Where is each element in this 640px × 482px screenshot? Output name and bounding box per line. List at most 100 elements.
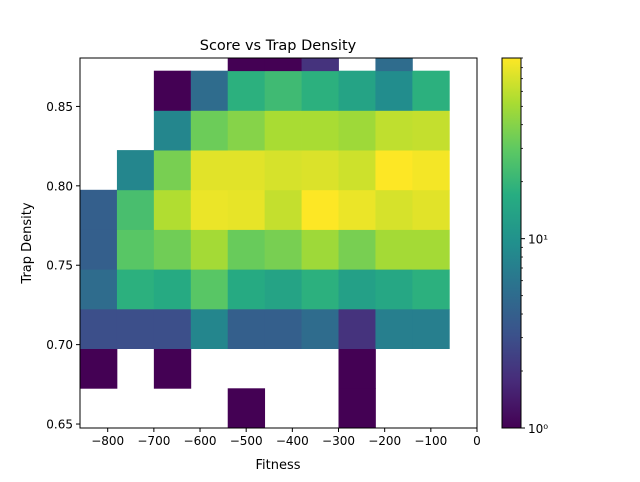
heatmap-cell: [80, 189, 118, 230]
heatmap-cell: [153, 308, 192, 349]
y-axis-label: Trap Density: [20, 202, 35, 284]
heatmap-cell: [116, 269, 155, 310]
heatmap-cell: [190, 229, 229, 270]
heatmap-cell: [116, 150, 155, 191]
heatmap-cell: [264, 150, 302, 191]
heatmap-cell: [375, 58, 413, 72]
heatmap-cell: [338, 189, 376, 230]
heatmap-cell: [116, 189, 155, 230]
heatmap-cell: [227, 388, 266, 429]
heatmap-cell: [227, 308, 266, 349]
heatmap-cell: [80, 348, 118, 389]
heatmap-cell: [338, 388, 376, 429]
heatmap-cell: [153, 110, 192, 151]
heatmap-cell: [227, 110, 266, 151]
heatmap-cell: [338, 110, 376, 151]
plot-frame: [79, 57, 478, 429]
heatmap-cell: [190, 70, 229, 111]
x-tick-label: −700: [137, 434, 170, 448]
colorbar-gradient: [501, 57, 522, 429]
heatmap-cell: [412, 269, 450, 310]
heatmap-cell: [227, 269, 266, 310]
heatmap-cell: [80, 229, 118, 270]
heatmap-cell: [264, 110, 302, 151]
heatmap-cell: [375, 70, 413, 111]
x-tick-label: 0: [473, 434, 481, 448]
heatmap-cell: [190, 110, 229, 151]
heatmap-cell: [190, 308, 229, 349]
x-tick-label: −600: [184, 434, 217, 448]
heatmap-cell: [190, 269, 229, 310]
heatmap-cell: [375, 229, 413, 270]
x-tick-label: −200: [368, 434, 401, 448]
heatmap-cell: [375, 269, 413, 310]
heatmap-cell: [190, 189, 229, 230]
heatmap-cell: [338, 308, 376, 349]
heatmap-cell: [338, 150, 376, 191]
heatmap-cell: [264, 308, 302, 349]
heatmap-cell: [153, 150, 192, 191]
colorbar: 10⁰ 10¹: [501, 57, 548, 436]
heatmap-cell: [301, 189, 339, 230]
heatmap-cell: [227, 229, 266, 270]
heatmap-cell: [375, 189, 413, 230]
heatmap-cell: [264, 189, 302, 230]
heatmap-cell: [264, 269, 302, 310]
heatmap-cell: [190, 150, 229, 191]
heatmap-cell: [153, 70, 192, 111]
y-axis: 0.65 0.70 0.75 0.80 0.85: [46, 100, 80, 432]
x-tick-label: −500: [230, 434, 263, 448]
heatmap-cell: [80, 308, 118, 349]
heatmap-cell: [301, 269, 339, 310]
heatmap-cell: [338, 269, 376, 310]
heatmap-cell: [301, 308, 339, 349]
heatmap-cell: [227, 189, 266, 230]
x-axis-label: Fitness: [255, 458, 300, 473]
heatmap-cell: [116, 229, 155, 270]
heatmap-cell: [301, 229, 339, 270]
heatmap-cell: [227, 70, 266, 111]
x-tick-label: −400: [276, 434, 309, 448]
heatmap-cell: [301, 58, 339, 72]
y-tick-label: 0.80: [46, 179, 73, 193]
heatmap-cell: [80, 269, 118, 310]
colorbar-tick-label: 10⁰: [528, 422, 548, 436]
y-tick-label: 0.85: [46, 100, 73, 114]
heatmap-cell: [264, 58, 302, 72]
heatmap-cell: [412, 229, 450, 270]
heatmap-cell: [153, 269, 192, 310]
x-tick-label: −800: [91, 434, 124, 448]
chart-title: Score vs Trap Density: [200, 38, 357, 54]
x-axis: −800 −700 −600 −500 −400 −300 −200 −100 0: [91, 428, 481, 448]
y-tick-label: 0.65: [46, 418, 73, 432]
heatmap-cell: [227, 150, 266, 191]
y-tick-label: 0.75: [46, 259, 73, 273]
heatmap-cell: [153, 348, 192, 389]
heatmap-cell: [412, 150, 450, 191]
heatmap-cell: [153, 189, 192, 230]
heatmap-cell: [264, 70, 302, 111]
heatmap-cell: [301, 150, 339, 191]
heatmap-cell: [153, 229, 192, 270]
heatmap-cell: [412, 308, 450, 349]
heatmap-cell: [412, 110, 450, 151]
heatmap-cell: [301, 110, 339, 151]
heatmap-cell: [338, 348, 376, 389]
heatmap-cell: [227, 58, 266, 72]
y-tick-label: 0.70: [46, 338, 73, 352]
heatmap-cell: [116, 308, 155, 349]
heatmap-cell: [412, 189, 450, 230]
heatmap-cell: [375, 150, 413, 191]
colorbar-tick-label: 10¹: [528, 233, 548, 247]
heatmap-cell: [338, 70, 376, 111]
heatmap-cell: [338, 229, 376, 270]
heatmap-cell: [412, 70, 450, 111]
heatmap-cell: [301, 70, 339, 111]
x-tick-label: −100: [414, 434, 447, 448]
x-tick-label: −300: [322, 434, 355, 448]
heatmap-cell: [264, 229, 302, 270]
heatmap-cell: [375, 308, 413, 349]
heatmap-cell: [375, 110, 413, 151]
heatmap-cells: [80, 58, 450, 429]
